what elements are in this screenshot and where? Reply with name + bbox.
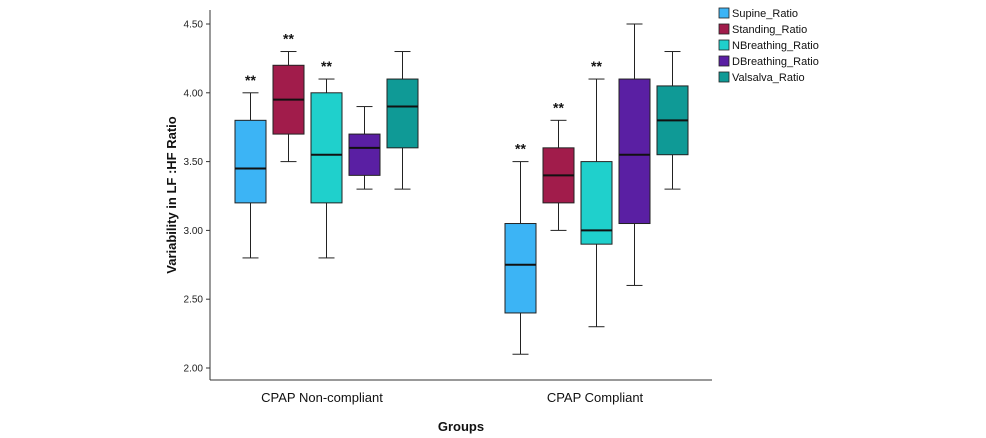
legend-swatch — [718, 39, 730, 51]
box-DBreathing_Ratio-1 — [618, 23, 651, 286]
category-label: CPAP Compliant — [547, 390, 644, 405]
box-Valsalva_Ratio-0 — [386, 51, 419, 190]
legend-swatch — [718, 55, 730, 67]
significance-marker: ** — [515, 141, 526, 157]
y-tick-label: 2.50 — [184, 295, 204, 306]
y-ticks: 2.00 2.50 3.00 3.50 4.00 4.50 — [184, 20, 210, 375]
legend-label: Valsalva_Ratio — [732, 72, 805, 84]
box-Valsalva_Ratio-1 — [656, 51, 689, 190]
box-iqr — [386, 78, 419, 149]
y-tick-label: 2.00 — [184, 364, 204, 375]
y-tick-label: 4.00 — [184, 88, 204, 99]
box-iqr — [348, 133, 381, 176]
legend-label: Supine_Ratio — [732, 8, 798, 20]
y-tick-label: 3.50 — [184, 157, 204, 168]
legend-label: NBreathing_Ratio — [732, 40, 819, 52]
boxes: ** ** ** ** ** ** — [234, 23, 689, 355]
significance-marker: ** — [245, 72, 256, 88]
category-label: CPAP Non-compliant — [261, 390, 383, 405]
significance-marker: ** — [283, 31, 294, 47]
legend-swatch — [718, 23, 730, 35]
box-DBreathing_Ratio-0 — [348, 106, 381, 190]
box-iqr — [618, 78, 651, 225]
legend-swatch — [718, 7, 730, 19]
legend-label: Standing_Ratio — [732, 24, 807, 36]
y-axis-title: Variability in LF :HF Ratio — [164, 116, 179, 274]
y-tick-label: 4.50 — [184, 20, 204, 31]
box-NBreathing_Ratio-1: ** — [580, 58, 613, 328]
box-iqr — [310, 92, 343, 204]
significance-marker: ** — [553, 99, 564, 115]
box-iqr — [504, 223, 537, 314]
box-Supine_Ratio-1: ** — [504, 141, 537, 355]
y-tick-label: 3.00 — [184, 226, 204, 237]
box-Standing_Ratio-0: ** — [272, 31, 305, 163]
box-iqr — [580, 161, 613, 245]
legend: Supine_Ratio Standing_Ratio NBreathing_Rat… — [718, 7, 819, 84]
category-labels: CPAP Non-compliant CPAP Compliant — [261, 390, 643, 405]
significance-marker: ** — [591, 58, 602, 74]
significance-marker: ** — [321, 58, 332, 74]
box-NBreathing_Ratio-0: ** — [310, 58, 343, 259]
box-Supine_Ratio-0: ** — [234, 72, 267, 259]
box-Standing_Ratio-1: ** — [542, 99, 575, 231]
box-iqr — [234, 119, 267, 204]
legend-swatch — [718, 71, 730, 83]
legend-label: DBreathing_Ratio — [732, 56, 819, 68]
x-axis-title: Groups — [438, 419, 484, 434]
